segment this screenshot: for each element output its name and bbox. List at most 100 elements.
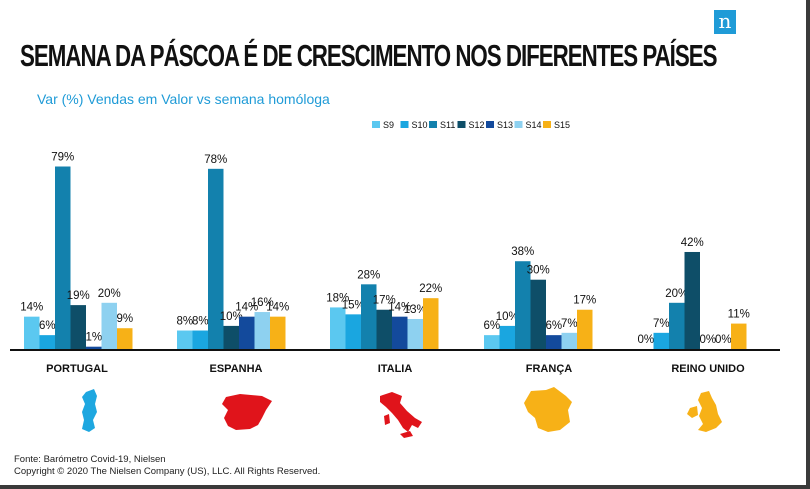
legend-swatch-s13	[486, 121, 494, 128]
bar-s14-3	[561, 332, 577, 349]
category-label-3: FRANÇA	[526, 363, 572, 375]
bar-s15-1	[270, 316, 286, 349]
bar-s11-3	[515, 261, 531, 349]
sicily-map-icon	[400, 431, 413, 438]
bottom-border	[0, 485, 810, 489]
category-label-4: REINO UNIDO	[671, 363, 745, 375]
legend-swatch-s14	[514, 121, 523, 128]
legend-label-s15: S15	[554, 120, 570, 130]
bar-s12-0	[70, 305, 86, 349]
value-label-s14-0: 20%	[98, 288, 121, 300]
value-label-s12-3: 30%	[527, 265, 550, 277]
value-label-s12-0: 19%	[67, 290, 90, 302]
bar-s10-1	[192, 330, 208, 349]
bar-s11-2	[361, 284, 377, 349]
france-map-icon	[524, 387, 572, 432]
page-title: SEMANA DA PÁSCOA É DE CRESCIMENTO NOS DI…	[20, 38, 718, 73]
uk-map-icon	[698, 391, 722, 432]
chart-bars: 14%6%79%19%1%20%9% 8%8%78%10%14%16%14%18%…	[20, 152, 750, 349]
value-label-s12-2: 17%	[373, 295, 396, 307]
right-border	[806, 0, 810, 489]
bar-s15-0	[117, 328, 133, 349]
value-label-s13-4: 0%	[699, 334, 716, 346]
portugal-map-icon	[82, 389, 97, 432]
bar-s14-0	[101, 302, 117, 349]
source-note: Fonte: Barómetro Covid-19, Nielsen	[14, 454, 166, 465]
bar-s12-2	[376, 309, 392, 349]
category-label-2: ITALIA	[378, 363, 413, 375]
legend-swatch-s11	[429, 121, 437, 128]
value-label-s12-4: 42%	[681, 237, 704, 249]
value-label-s10-3: 10%	[496, 311, 519, 323]
bar-s13-1	[239, 316, 255, 349]
value-label-s11-1: 78%	[204, 154, 227, 166]
value-label-s14-4: 0%	[715, 334, 732, 346]
bar-s11-0	[55, 166, 71, 349]
sardinia-map-icon	[384, 414, 390, 425]
bar-s9-0	[24, 316, 40, 349]
value-label-s13-3: 6%	[545, 320, 562, 332]
bar-s13-0	[86, 346, 102, 349]
category-label-1: ESPANHA	[210, 363, 263, 375]
bar-s9-3	[484, 335, 500, 349]
value-label-s13-0: 1%	[85, 332, 102, 344]
value-label-s14-1: 16%	[251, 297, 274, 309]
bar-s12-1	[223, 325, 239, 349]
value-label-s14-2: 13%	[404, 304, 427, 316]
legend-label-s11: S11	[440, 120, 455, 130]
legend-label-s14: S14	[526, 120, 542, 130]
value-label-s15-1: 14%	[266, 302, 289, 314]
bar-s10-3	[499, 325, 515, 349]
footer: Fonte: Barómetro Covid-19, Nielsen Copyr…	[14, 454, 320, 478]
bar-s9-1	[177, 330, 193, 349]
chart-subtitle: Var (%) Vendas em Valor vs semana homólo…	[37, 91, 330, 107]
bar-s15-3	[577, 309, 593, 349]
legend-swatch-s9	[372, 121, 380, 128]
bar-s13-2	[392, 316, 408, 349]
legend-swatch-s10	[400, 121, 409, 128]
value-label-s9-1: 8%	[176, 316, 193, 328]
value-label-s10-0: 6%	[39, 320, 56, 332]
legend-swatch-s12	[457, 121, 466, 128]
value-label-s9-2: 18%	[326, 292, 349, 304]
bar-s15-2	[423, 298, 439, 349]
value-label-s11-3: 38%	[511, 246, 534, 258]
legend-label-s10: S10	[412, 120, 428, 130]
value-label-s15-2: 22%	[419, 283, 442, 295]
bar-s15-4	[731, 323, 747, 349]
value-label-s10-4: 7%	[653, 318, 670, 330]
value-label-s14-3: 7%	[561, 318, 578, 330]
bar-s11-1	[208, 168, 224, 349]
spain-map-icon	[222, 394, 272, 430]
category-labels: PORTUGAL ESPANHA ITALIA FRANÇA REINO UNIDO	[46, 363, 745, 375]
value-label-s11-0: 79%	[51, 152, 74, 164]
value-label-s15-4: 11%	[728, 309, 750, 321]
value-label-s10-1: 8%	[192, 316, 209, 328]
bar-s14-1	[254, 312, 270, 349]
bar-s9-2	[330, 307, 346, 349]
value-label-s10-2: 15%	[342, 299, 365, 311]
bar-s14-2	[407, 318, 423, 349]
value-label-s9-4: 0%	[637, 334, 654, 346]
value-label-s9-0: 14%	[20, 302, 43, 314]
bar-s12-4	[684, 251, 700, 349]
value-label-s11-2: 28%	[357, 269, 380, 281]
bar-s13-3	[546, 335, 562, 349]
chart-legend: S9 S10 S11 S12 S13 S14 S15	[372, 120, 570, 130]
value-label-s12-1: 10%	[220, 311, 243, 323]
legend-label-s13: S13	[497, 120, 513, 130]
value-label-s9-3: 6%	[483, 320, 500, 332]
legend-label-s12: S12	[469, 120, 485, 130]
country-maps	[82, 387, 722, 438]
bar-s10-0	[39, 335, 55, 349]
italy-map-icon	[380, 392, 422, 432]
value-label-s11-4: 20%	[665, 288, 688, 300]
ireland-map-icon	[687, 406, 698, 418]
value-label-s13-2: 14%	[388, 302, 411, 314]
bar-s12-3	[530, 279, 546, 349]
bar-s10-2	[345, 314, 361, 349]
value-label-s15-3: 17%	[573, 295, 596, 307]
category-label-0: PORTUGAL	[46, 363, 108, 375]
nielsen-logo: n	[714, 10, 736, 34]
